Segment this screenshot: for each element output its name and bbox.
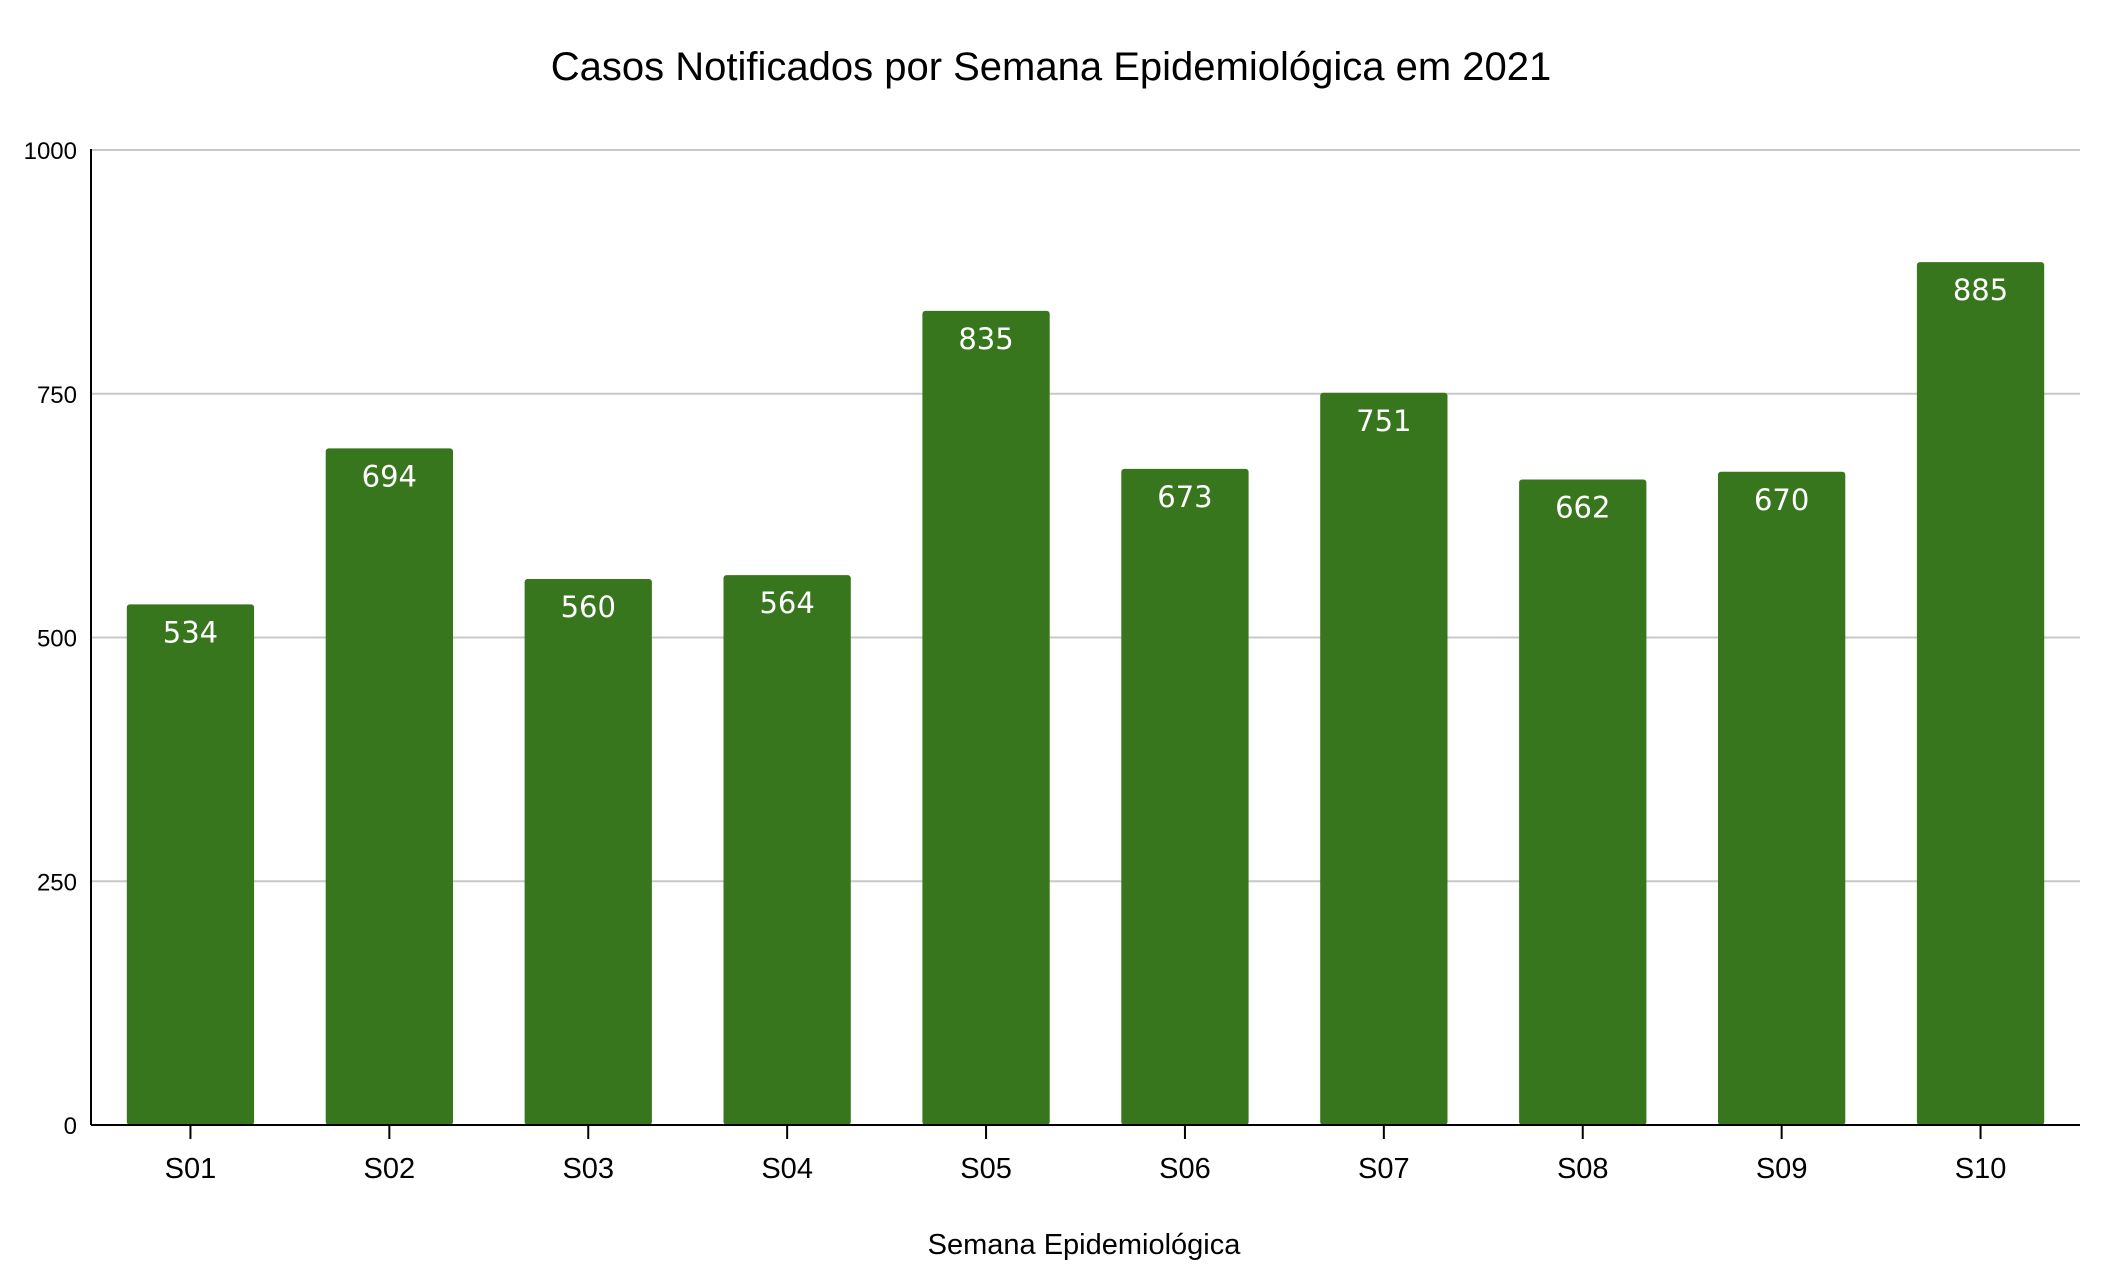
bar-value-label: 662 xyxy=(1555,491,1610,525)
x-tick-label: S07 xyxy=(1358,1153,1410,1185)
bar-s06 xyxy=(1121,468,1249,1125)
x-tick-label: S04 xyxy=(761,1153,813,1185)
bar-s09 xyxy=(1718,471,1846,1125)
y-tick-label: 750 xyxy=(37,382,77,409)
y-tick-label: 500 xyxy=(37,626,77,653)
bar-s07 xyxy=(1320,392,1448,1125)
y-tick-label: 0 xyxy=(64,1113,77,1140)
bar-s05 xyxy=(922,310,1050,1125)
y-axis-ticks: 0 250 500 750 1000 xyxy=(24,138,77,1140)
bar-value-label: 835 xyxy=(958,322,1013,356)
bar-value-label: 534 xyxy=(163,615,218,649)
bar-value-label: 751 xyxy=(1356,404,1411,438)
bar-value-label: 885 xyxy=(1953,273,2008,307)
x-axis-label: Semana Epidemiológica xyxy=(928,1229,1242,1261)
bars: 534 694 560 564 835 673 751 662 670 885 xyxy=(126,262,2045,1126)
y-tick-label: 1000 xyxy=(24,138,77,165)
bar-s02 xyxy=(325,448,453,1126)
x-tick-label: S10 xyxy=(1955,1153,2007,1185)
bar-s04 xyxy=(723,575,851,1125)
bar-value-label: 560 xyxy=(561,590,616,624)
x-tick-label: S02 xyxy=(364,1153,416,1185)
x-tick-label: S08 xyxy=(1557,1153,1609,1185)
x-tick-label: S05 xyxy=(960,1153,1012,1185)
chart-title: Casos Notificados por Semana Epidemiológ… xyxy=(551,45,1552,89)
x-axis-ticks: S01 S02 S03 S04 S05 S06 S07 S08 S09 S10 xyxy=(165,1125,2007,1185)
bar-value-label: 670 xyxy=(1754,483,1809,517)
bar-s08 xyxy=(1519,479,1647,1125)
bar-s03 xyxy=(524,579,652,1125)
bar-value-label: 564 xyxy=(759,586,814,620)
bar-value-label: 673 xyxy=(1157,480,1212,514)
x-tick-label: S03 xyxy=(562,1153,614,1185)
x-tick-label: S06 xyxy=(1159,1153,1211,1185)
bar-s01 xyxy=(126,604,255,1125)
y-tick-label: 250 xyxy=(37,869,77,896)
x-tick-label: S01 xyxy=(165,1153,217,1185)
x-tick-label: S09 xyxy=(1756,1153,1808,1185)
bar-value-label: 694 xyxy=(362,459,417,493)
bar-s10 xyxy=(1916,262,2045,1125)
